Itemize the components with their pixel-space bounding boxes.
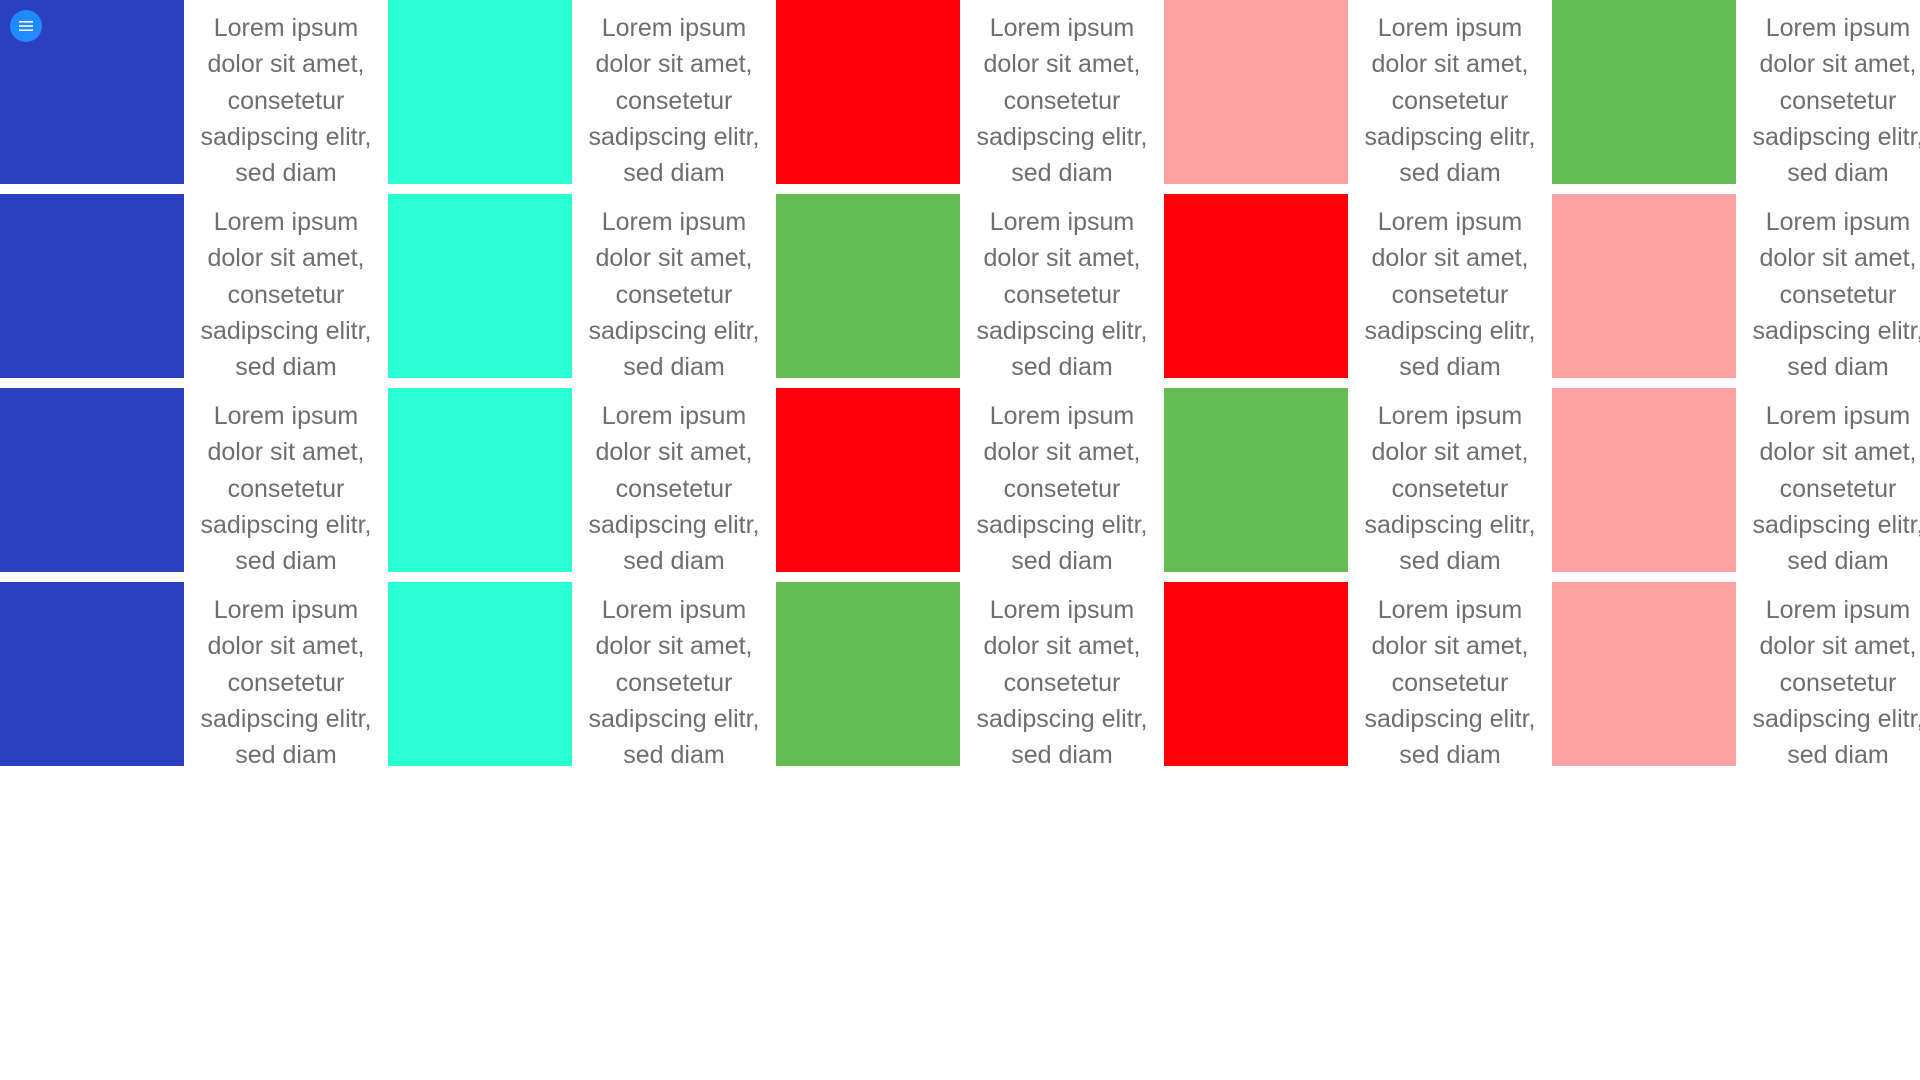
- grid-tile: Lorem ipsum dolor sit amet, consetetur s…: [0, 194, 388, 381]
- color-swatch-green: [776, 194, 960, 378]
- tile-caption: Lorem ipsum dolor sit amet, consetetur s…: [200, 402, 372, 576]
- color-swatch-green: [776, 582, 960, 766]
- tile-caption: Lorem ipsum dolor sit amet, consetetur s…: [1364, 402, 1536, 576]
- hamburger-menu-icon: [19, 21, 33, 31]
- tile-caption: Lorem ipsum dolor sit amet, consetetur s…: [200, 208, 372, 382]
- grid-tile: Lorem ipsum dolor sit amet, consetetur s…: [388, 0, 776, 187]
- color-swatch-blue: [0, 194, 184, 378]
- grid-tile: Lorem ipsum dolor sit amet, consetetur s…: [0, 0, 388, 187]
- grid-tile: Lorem ipsum dolor sit amet, consetetur s…: [388, 582, 776, 769]
- tile-caption: Lorem ipsum dolor sit amet, consetetur s…: [1752, 402, 1920, 576]
- tile-caption: Lorem ipsum dolor sit amet, consetetur s…: [1752, 14, 1920, 188]
- color-swatch-red: [1164, 194, 1348, 378]
- grid-tile: Lorem ipsum dolor sit amet, consetetur s…: [388, 194, 776, 381]
- grid-tile: Lorem ipsum dolor sit amet, consetetur s…: [0, 582, 388, 769]
- tile-caption: Lorem ipsum dolor sit amet, consetetur s…: [1364, 596, 1536, 770]
- grid-tile: Lorem ipsum dolor sit amet, consetetur s…: [1164, 582, 1552, 769]
- grid-tile: Lorem ipsum dolor sit amet, consetetur s…: [776, 388, 1164, 575]
- grid-tile: Lorem ipsum dolor sit amet, consetetur s…: [1552, 582, 1920, 769]
- color-swatch-pink: [1552, 388, 1736, 572]
- tile-caption: Lorem ipsum dolor sit amet, consetetur s…: [200, 596, 372, 770]
- tile-caption: Lorem ipsum dolor sit amet, consetetur s…: [588, 208, 760, 382]
- grid-tile: Lorem ipsum dolor sit amet, consetetur s…: [1552, 0, 1920, 187]
- grid-tile: Lorem ipsum dolor sit amet, consetetur s…: [1552, 194, 1920, 381]
- grid-tile: Lorem ipsum dolor sit amet, consetetur s…: [1164, 388, 1552, 575]
- menu-button[interactable]: [10, 10, 42, 42]
- color-swatch-cyan: [388, 582, 572, 766]
- grid-tile: Lorem ipsum dolor sit amet, consetetur s…: [1164, 0, 1552, 187]
- color-swatch-green: [1552, 0, 1736, 184]
- color-swatch-blue: [0, 582, 184, 766]
- tile-caption: Lorem ipsum dolor sit amet, consetetur s…: [1364, 14, 1536, 188]
- tile-caption: Lorem ipsum dolor sit amet, consetetur s…: [976, 14, 1148, 188]
- color-swatch-pink: [1552, 582, 1736, 766]
- grid-tile: Lorem ipsum dolor sit amet, consetetur s…: [776, 582, 1164, 769]
- color-swatch-cyan: [388, 194, 572, 378]
- tile-caption: Lorem ipsum dolor sit amet, consetetur s…: [200, 14, 372, 188]
- color-swatch-cyan: [388, 388, 572, 572]
- tile-caption: Lorem ipsum dolor sit amet, consetetur s…: [1752, 208, 1920, 382]
- color-swatch-red: [776, 0, 960, 184]
- color-swatch-red: [1164, 582, 1348, 766]
- tile-caption: Lorem ipsum dolor sit amet, consetetur s…: [976, 596, 1148, 770]
- color-swatch-cyan: [388, 0, 572, 184]
- grid-tile: Lorem ipsum dolor sit amet, consetetur s…: [1552, 388, 1920, 575]
- tile-caption: Lorem ipsum dolor sit amet, consetetur s…: [976, 208, 1148, 382]
- tile-caption: Lorem ipsum dolor sit amet, consetetur s…: [588, 402, 760, 576]
- tile-caption: Lorem ipsum dolor sit amet, consetetur s…: [588, 14, 760, 188]
- tile-caption: Lorem ipsum dolor sit amet, consetetur s…: [588, 596, 760, 770]
- grid-tile: Lorem ipsum dolor sit amet, consetetur s…: [388, 388, 776, 575]
- grid-tile: Lorem ipsum dolor sit amet, consetetur s…: [1164, 194, 1552, 381]
- grid-tile: Lorem ipsum dolor sit amet, consetetur s…: [0, 388, 388, 575]
- grid-tile: Lorem ipsum dolor sit amet, consetetur s…: [776, 194, 1164, 381]
- tile-caption: Lorem ipsum dolor sit amet, consetetur s…: [976, 402, 1148, 576]
- color-swatch-red: [776, 388, 960, 572]
- tile-caption: Lorem ipsum dolor sit amet, consetetur s…: [1364, 208, 1536, 382]
- color-swatch-pink: [1552, 194, 1736, 378]
- grid-tile: Lorem ipsum dolor sit amet, consetetur s…: [776, 0, 1164, 187]
- color-swatch-blue: [0, 388, 184, 572]
- color-swatch-green: [1164, 388, 1348, 572]
- color-swatch-pink: [1164, 0, 1348, 184]
- tile-caption: Lorem ipsum dolor sit amet, consetetur s…: [1752, 596, 1920, 770]
- tile-grid: Lorem ipsum dolor sit amet, consetetur s…: [0, 0, 1920, 769]
